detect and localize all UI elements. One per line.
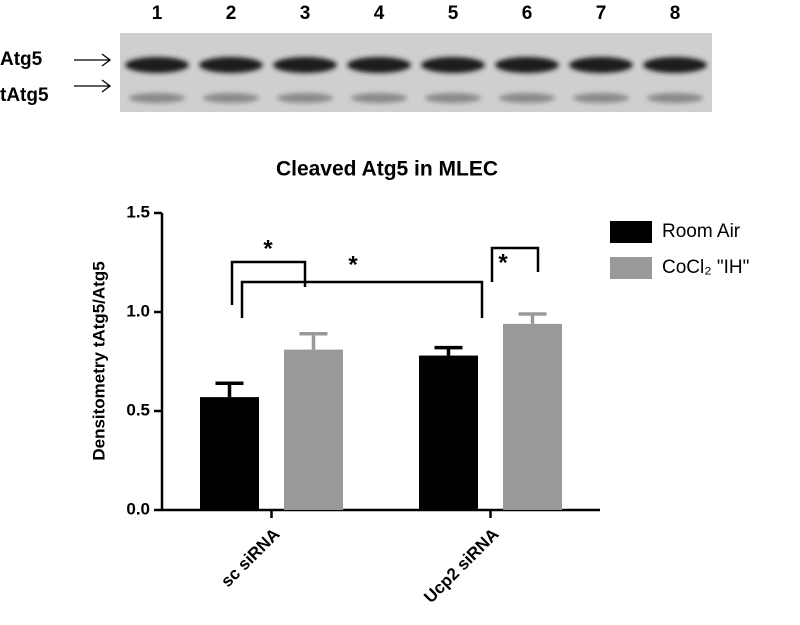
- lane-number: 2: [226, 3, 237, 24]
- y-axis-label: Densitometry tAtg5/Atg5: [89, 261, 108, 460]
- lane-number: 7: [596, 3, 607, 24]
- band: [569, 57, 633, 73]
- band: [347, 57, 411, 73]
- band-label: Atg5: [0, 49, 43, 70]
- band: [498, 93, 556, 103]
- chart-title: Cleaved Atg5 in MLEC: [276, 158, 498, 181]
- y-tick-label: 0.0: [126, 499, 150, 518]
- lane-number: 4: [374, 3, 385, 24]
- bar: [200, 397, 259, 510]
- band: [421, 57, 485, 73]
- band: [350, 93, 408, 103]
- legend-swatch: [610, 257, 652, 279]
- error-bar: [215, 381, 244, 398]
- y-tick-label: 1.5: [126, 202, 150, 221]
- significance-star: *: [348, 251, 358, 278]
- band: [643, 57, 707, 73]
- band: [646, 93, 704, 103]
- band-label: tAtg5: [0, 85, 49, 106]
- band-arrows: [74, 53, 112, 93]
- band: [273, 57, 337, 73]
- error-bar: [518, 312, 547, 324]
- legend-label: Room Air: [662, 221, 741, 242]
- error-bar: [299, 332, 328, 350]
- band: [276, 93, 334, 103]
- x-tick-label: Ucp2 siRNA: [420, 525, 502, 607]
- lane-number: 3: [300, 3, 311, 24]
- band: [495, 57, 559, 73]
- bar: [503, 323, 562, 510]
- bar: [419, 355, 478, 510]
- x-tick-label: sc siRNA: [217, 525, 283, 591]
- significance-brackets: [230, 246, 540, 318]
- significance-star: *: [263, 235, 273, 262]
- lane-number: 6: [522, 3, 533, 24]
- lane-number: 1: [152, 3, 163, 24]
- band: [202, 93, 260, 103]
- band: [199, 57, 263, 73]
- bar: [284, 349, 343, 510]
- band: [424, 93, 482, 103]
- legend-swatch: [610, 221, 652, 243]
- western-blot: [120, 33, 712, 112]
- band: [572, 93, 630, 103]
- legend-label: CoCl₂ "IH": [662, 257, 749, 278]
- lane-number: 5: [448, 3, 459, 24]
- y-tick-label: 0.5: [126, 400, 150, 419]
- lane-number: 8: [670, 3, 681, 24]
- y-tick-label: 1.0: [126, 301, 150, 320]
- band: [125, 57, 189, 73]
- band: [128, 93, 186, 103]
- error-bar: [434, 345, 463, 356]
- significance-star: *: [498, 249, 508, 276]
